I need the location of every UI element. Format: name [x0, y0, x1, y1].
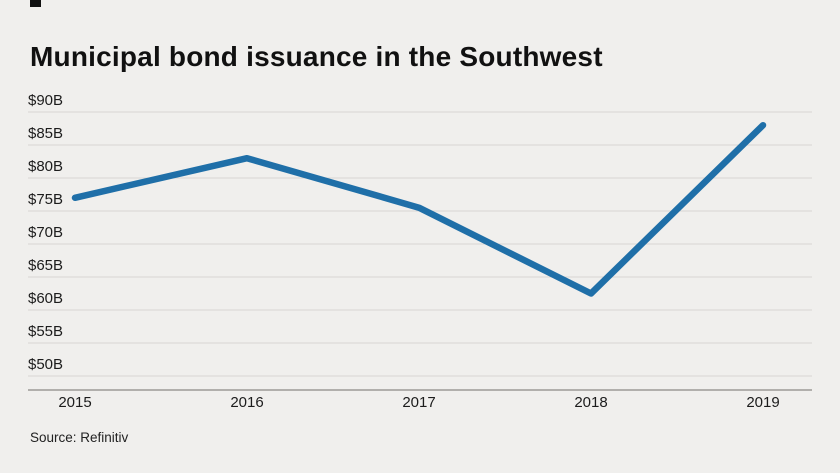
y-tick-label: $75B	[28, 191, 63, 208]
y-tick-label: $90B	[28, 92, 63, 109]
x-tick-label: 2015	[58, 394, 91, 411]
source-note: Source: Refinitiv	[30, 430, 129, 445]
y-tick-label: $50B	[28, 356, 63, 373]
series-line	[71, 121, 767, 297]
line-chart: $90B $85B $80B $75B $70B $65B $60B $55B $50B 2015…	[28, 92, 812, 411]
y-tick-label: $55B	[28, 323, 63, 340]
y-tick-label: $65B	[28, 257, 63, 274]
x-tick-label: 2016	[230, 394, 263, 411]
y-tick-label: $60B	[28, 290, 63, 307]
y-tick-label: $70B	[28, 224, 63, 241]
y-tick-label: $80B	[28, 158, 63, 175]
top-left-marker	[30, 0, 41, 7]
x-tick-label: 2018	[574, 394, 607, 411]
y-tick-label: $85B	[28, 125, 63, 142]
x-tick-label: 2019	[746, 394, 779, 411]
chart-title: Municipal bond issuance in the Southwest	[30, 40, 603, 72]
x-tick-label: 2017	[402, 394, 435, 411]
